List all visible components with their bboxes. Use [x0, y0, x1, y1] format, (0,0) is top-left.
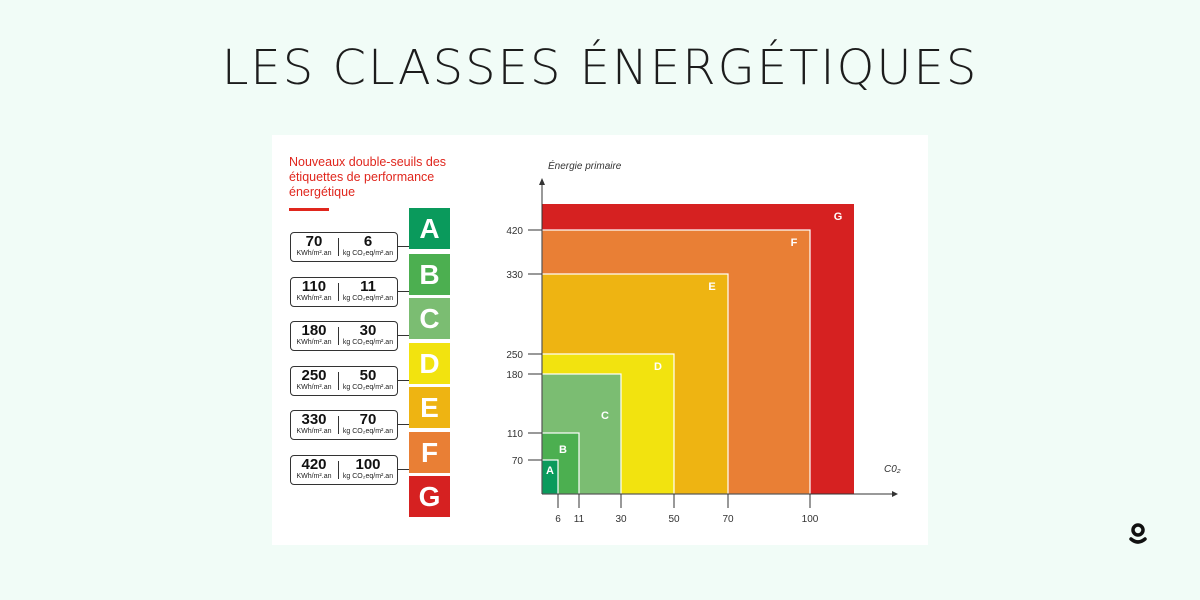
y-tick-label: 110: [507, 429, 523, 440]
divider: [338, 238, 339, 256]
co2-unit: kg CO₂eq/m².an: [342, 295, 394, 302]
x-tick-label: 70: [722, 514, 734, 525]
energy-unit: KWh/m².an: [296, 250, 332, 257]
divider: [338, 327, 339, 345]
co2-unit: kg CO₂eq/m².an: [342, 473, 394, 480]
connector-line: [398, 246, 410, 247]
energy-unit: KWh/m².an: [296, 295, 332, 302]
energy-threshold: 110: [301, 278, 327, 295]
x-axis-arrow-icon: [892, 491, 898, 497]
connector-line: [398, 380, 410, 381]
co2-threshold: 6: [363, 233, 373, 250]
class-badge-a: A: [409, 208, 450, 249]
class-region-label: G: [834, 211, 843, 223]
connector-line: [398, 291, 410, 292]
connector-line: [398, 469, 410, 470]
y-tick-label: 420: [506, 226, 523, 237]
energy-threshold: 420: [301, 456, 327, 473]
energy-unit: KWh/m².an: [296, 428, 332, 435]
divider: [338, 372, 339, 390]
page-title: LES CLASSES ÉNERGÉTIQUES: [221, 40, 979, 96]
label-heading: Nouveaux double-seuils des étiquettes de…: [289, 155, 447, 199]
class-region-label: F: [791, 237, 798, 249]
threshold-box: 70 KWh/m².an 6 kg CO₂eq/m².an: [290, 232, 410, 262]
divider: [338, 461, 339, 479]
threshold-box: 180 KWh/m².an 30 kg CO₂eq/m².an: [290, 321, 410, 351]
class-region-label: D: [654, 361, 662, 373]
x-tick-label: 30: [615, 514, 627, 525]
y-tick-label: 70: [512, 456, 524, 467]
energy-threshold: 250: [301, 367, 327, 384]
y-axis-arrow-icon: [539, 178, 545, 185]
x-axis-title: C0₂: [884, 464, 901, 475]
divider: [338, 283, 339, 301]
energy-threshold: 330: [301, 411, 327, 428]
co2-threshold: 70: [359, 411, 377, 428]
co2-threshold: 11: [360, 278, 376, 295]
connector-line: [398, 335, 410, 336]
energy-chart: G F E D C BA 6 11 30 50 70 100 70 110 180 250 330 420 Éner…: [506, 159, 901, 525]
co2-unit: kg CO₂eq/m².an: [342, 384, 394, 391]
x-tick-label: 6: [555, 514, 561, 525]
co2-threshold: 100: [355, 456, 381, 473]
class-badge-b: B: [409, 254, 450, 295]
class-badge-g: G: [409, 476, 450, 517]
y-axis-title: Énergie primaire: [548, 159, 622, 172]
energy-threshold: 70: [305, 233, 323, 250]
co2-threshold: 30: [359, 322, 377, 339]
class-badge-f: F: [409, 432, 450, 473]
class-badge-e: E: [409, 387, 450, 428]
threshold-box: 420 KWh/m².an 100 kg CO₂eq/m².an: [290, 455, 410, 485]
energy-threshold: 180: [301, 322, 327, 339]
x-tick-label: 11: [574, 514, 585, 525]
brand-logo-icon: [1129, 523, 1147, 544]
energy-class-figure: Nouveaux double-seuils des étiquettes de…: [272, 135, 928, 545]
x-tick-label: 100: [802, 514, 819, 525]
class-badge-c: C: [409, 298, 450, 339]
class-region-label: E: [708, 281, 715, 293]
class-region-label: C: [601, 410, 609, 422]
threshold-box: 110 KWh/m².an 11 kg CO₂eq/m².an: [290, 277, 410, 307]
connector-line: [398, 424, 410, 425]
threshold-box: 250 KWh/m².an 50 kg CO₂eq/m².an: [290, 366, 410, 396]
heading-underline: [289, 208, 329, 211]
energy-unit: KWh/m².an: [296, 384, 332, 391]
co2-unit: kg CO₂eq/m².an: [342, 339, 394, 346]
x-tick-label: 50: [668, 514, 680, 525]
y-tick-label: 330: [506, 270, 523, 281]
co2-threshold: 50: [359, 367, 377, 384]
co2-unit: kg CO₂eq/m².an: [342, 250, 394, 257]
class-region-label: B: [559, 444, 567, 456]
class-region-label: A: [546, 465, 554, 477]
y-tick-label: 250: [506, 350, 523, 361]
energy-unit: KWh/m².an: [296, 339, 332, 346]
class-badge-d: D: [409, 343, 450, 384]
energy-unit: KWh/m².an: [296, 473, 332, 480]
y-tick-label: 180: [506, 370, 523, 381]
divider: [338, 416, 339, 434]
co2-unit: kg CO₂eq/m².an: [342, 428, 394, 435]
threshold-box: 330 KWh/m².an 70 kg CO₂eq/m².an: [290, 410, 410, 440]
